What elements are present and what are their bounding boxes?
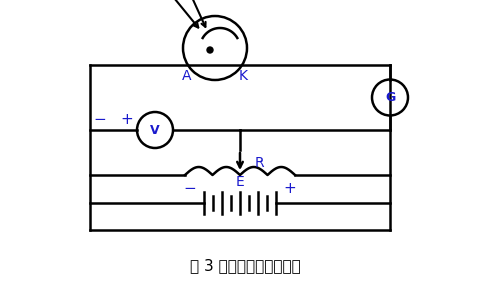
Text: −: − [184,181,196,196]
Text: −: − [94,112,106,128]
Text: V: V [150,124,160,137]
Text: G: G [385,91,395,104]
Text: A: A [182,69,192,83]
Text: +: + [284,181,296,196]
Text: K: K [239,69,247,83]
Text: R: R [255,156,265,170]
Text: 图 3 光电效应实验原理图: 图 3 光电效应实验原理图 [190,259,300,273]
Text: +: + [121,112,133,128]
Circle shape [207,47,213,53]
Text: E: E [236,176,245,189]
